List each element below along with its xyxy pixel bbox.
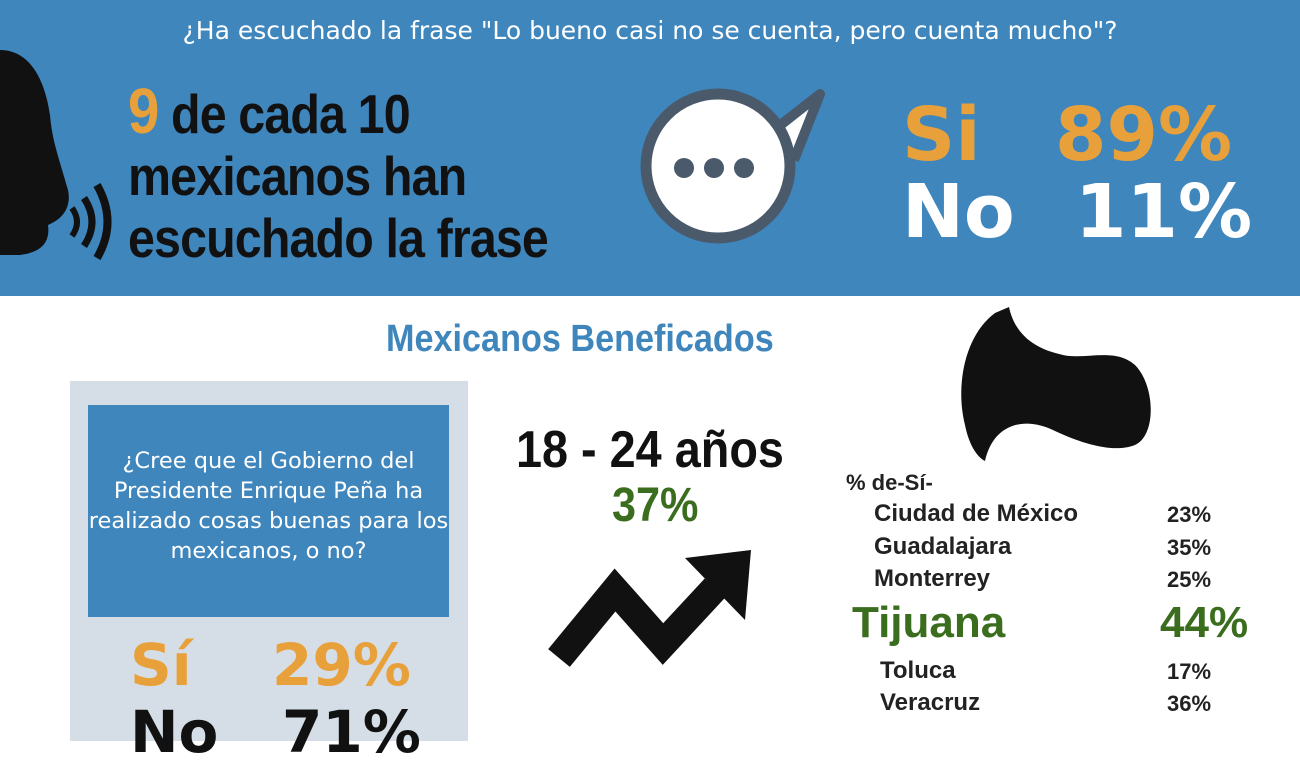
question-text: ¿Cree que el Gobierno del Presidente Enr…	[88, 448, 449, 564]
city-name: Toluca	[880, 657, 956, 684]
banner-si-value: 89%	[1055, 92, 1233, 178]
speech-bubble-icon	[640, 88, 825, 244]
city-name: Monterrey	[874, 565, 991, 592]
question-box	[88, 405, 449, 617]
panel-no-label: No	[130, 698, 219, 766]
city-value: 36%	[1167, 691, 1212, 716]
banner-si-label: Si	[902, 92, 981, 178]
panel-si-label: Sí	[130, 631, 192, 699]
city-name-highlight: Tijuana	[852, 598, 1006, 647]
headline-number: 9	[128, 75, 159, 147]
headline-line1: de cada 10	[158, 83, 411, 145]
headline-line3: escuchado la frase	[128, 207, 549, 269]
city-value: 17%	[1167, 659, 1212, 684]
panel-si-value: 29%	[272, 631, 411, 699]
city-name: Ciudad de México	[874, 500, 1079, 527]
city-value: 23%	[1167, 502, 1212, 527]
city-name: Veracruz	[880, 689, 981, 716]
hair-silhouette-icon	[961, 307, 1151, 461]
city-name: Guadalajara	[874, 533, 1012, 560]
city-table-heading: % de-Sí-	[846, 470, 933, 495]
banner-question: ¿Ha escuchado la frase "Lo bueno casi no…	[182, 16, 1118, 45]
city-value: 25%	[1167, 567, 1212, 592]
banner-no-label: No	[902, 169, 1015, 255]
age-group-label: 18 - 24 años	[516, 421, 784, 479]
trend-arrow-icon	[548, 550, 751, 667]
section-title: Mexicanos Beneficados	[386, 318, 774, 360]
age-group-value: 37%	[612, 479, 699, 532]
city-value-highlight: 44%	[1160, 598, 1249, 647]
panel-no-value: 71%	[282, 698, 421, 766]
banner-headline: 9 de cada 10 mexicanos han escuchado la …	[128, 79, 586, 269]
banner-no-value: 11%	[1075, 169, 1253, 255]
speaking-head-icon	[0, 50, 112, 260]
headline-line2: mexicanos han	[128, 145, 467, 207]
city-value: 35%	[1167, 535, 1212, 560]
